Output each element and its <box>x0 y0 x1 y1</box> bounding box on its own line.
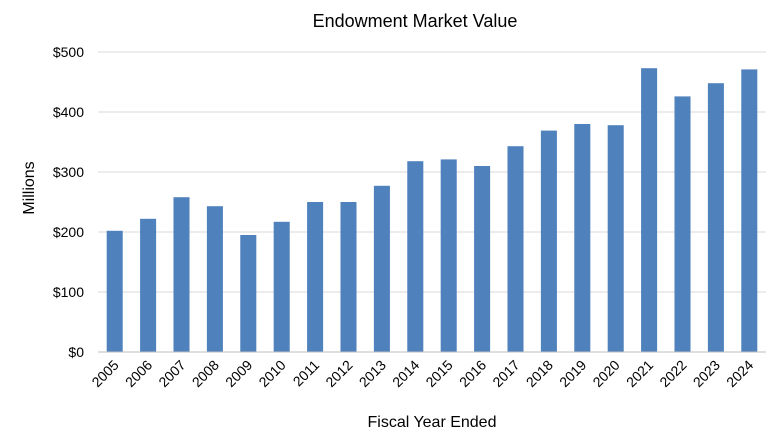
y-tick-label: $500 <box>53 44 84 60</box>
y-axis-ticks: $0 $100 $200 $300 $400 $500 <box>53 44 84 360</box>
bar-2013 <box>373 185 390 352</box>
y-tick-label: $200 <box>53 224 84 240</box>
x-tick-label: 2019 <box>556 357 589 390</box>
x-tick-label: 2011 <box>290 357 323 390</box>
y-tick-label: $400 <box>53 104 84 120</box>
x-tick-label: 2015 <box>422 357 455 390</box>
chart-title: Endowment Market Value <box>313 11 518 31</box>
y-tick-label: $100 <box>53 284 84 300</box>
x-tick-label: 2016 <box>456 357 489 390</box>
bars <box>106 68 758 353</box>
bar-2019 <box>574 124 591 352</box>
x-axis-ticks: 2005 2006 2007 2008 2009 2010 2011 2012 2013 2014… <box>88 357 756 390</box>
gridlines <box>98 51 766 293</box>
bar-2014 <box>407 161 424 352</box>
y-tick-label: $0 <box>68 344 84 360</box>
x-tick-label: 2007 <box>155 357 188 390</box>
bar-2009 <box>240 235 257 352</box>
bar-2015 <box>440 159 457 352</box>
x-tick-label: 2014 <box>389 357 422 390</box>
bar-2010 <box>273 221 290 352</box>
x-tick-label: 2006 <box>122 357 155 390</box>
bar-2021 <box>641 68 658 352</box>
x-tick-label: 2005 <box>88 357 121 390</box>
x-tick-label: 2020 <box>589 357 622 390</box>
x-axis-title: Fiscal Year Ended <box>368 414 497 431</box>
x-tick-label: 2009 <box>222 357 255 390</box>
y-axis-title: Millions <box>21 161 38 214</box>
bar-2022 <box>674 96 691 353</box>
x-tick-label: 2024 <box>723 357 756 390</box>
x-tick-label: 2022 <box>656 357 689 390</box>
bar-2012 <box>340 202 357 352</box>
x-tick-label: 2023 <box>690 357 723 390</box>
x-tick-label: 2012 <box>322 357 355 390</box>
bar-2017 <box>507 146 524 352</box>
bar-2018 <box>540 130 557 352</box>
bar-2024 <box>741 69 758 353</box>
bar-2007 <box>173 197 190 352</box>
x-tick-label: 2008 <box>189 357 222 390</box>
bar-2020 <box>607 125 624 352</box>
bar-2011 <box>307 202 324 352</box>
bar-2005 <box>106 230 123 352</box>
x-tick-label: 2018 <box>523 357 556 390</box>
x-tick-label: 2010 <box>255 357 288 390</box>
bar-2023 <box>707 83 724 352</box>
x-tick-label: 2013 <box>356 357 389 390</box>
x-tick-label: 2021 <box>623 357 656 390</box>
bar-2008 <box>206 206 223 352</box>
x-tick-label: 2017 <box>489 357 522 390</box>
y-tick-label: $300 <box>53 164 84 180</box>
bar-2016 <box>474 166 491 352</box>
bar-2006 <box>140 218 157 352</box>
